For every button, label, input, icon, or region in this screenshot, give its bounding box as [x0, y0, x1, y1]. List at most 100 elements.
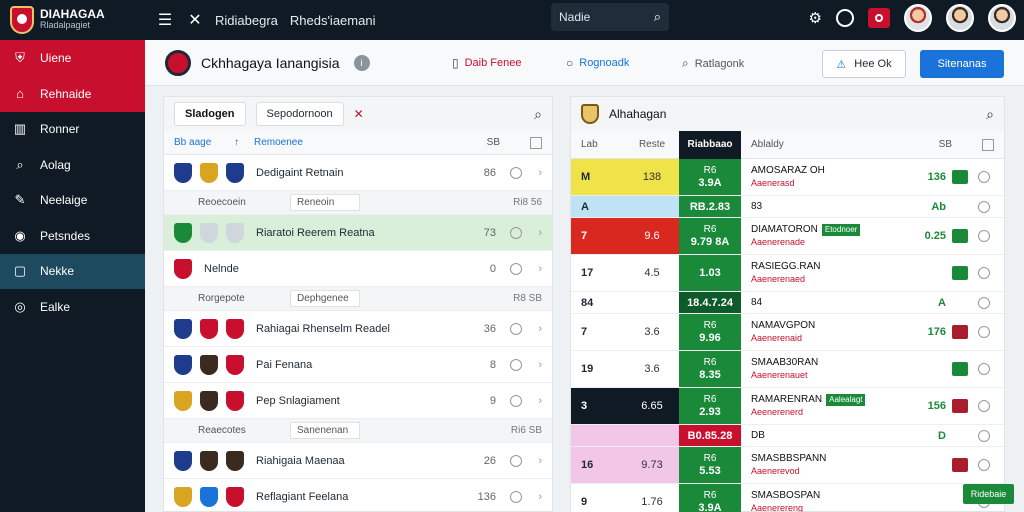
record-button[interactable] [868, 8, 890, 28]
odds-cell[interactable]: 1.03 [679, 255, 741, 291]
radio-icon[interactable] [978, 363, 990, 375]
chevron-right-icon[interactable]: › [538, 454, 542, 467]
header-link-0[interactable]: ▯ Daib Fenee [452, 56, 521, 70]
column-header[interactable]: Ablaldy [751, 139, 784, 150]
radio-icon[interactable] [978, 429, 990, 442]
radio-icon[interactable] [510, 490, 522, 503]
radio-icon[interactable] [978, 230, 990, 242]
table-row[interactable]: 17 4.5 1.03 RASIEGG.RAN Aaenerenaed [571, 255, 1004, 292]
topbar-search[interactable]: ⌕ [551, 3, 669, 31]
table-row[interactable]: 3 6.65 R6 2.93 RAMARENRAN Aalealagt Aeenerener… [571, 388, 1004, 425]
sidebar-item-4[interactable]: ✎ Neelaige [0, 183, 145, 219]
odds-cell[interactable]: R6 5.53 [679, 447, 741, 483]
radio-icon[interactable] [978, 171, 990, 183]
odds-cell[interactable]: R6 3.9A [679, 484, 741, 512]
column-header[interactable]: SB [938, 139, 952, 150]
column-header[interactable]: Remoenee [254, 137, 303, 148]
radio-icon[interactable] [510, 262, 522, 275]
chevron-right-icon[interactable]: › [538, 226, 542, 239]
avatar[interactable] [988, 4, 1016, 32]
sidebar-item-6[interactable]: ▢ Nekke [0, 253, 145, 289]
close-icon[interactable]: ✕ [188, 12, 202, 29]
tab-other[interactable]: Sepodornoon [255, 102, 344, 126]
sidebar-item-1[interactable]: ⌂ Rehnaide [0, 76, 145, 112]
table-row[interactable]: Dedigaint Retnain 86 › [164, 155, 552, 191]
table-row[interactable]: 84 18.4.7.24 84 A [571, 292, 1004, 314]
brand[interactable]: DIAHAGAA Rladalpagiet [0, 0, 145, 40]
search-icon[interactable]: ⌕ [534, 105, 542, 122]
table-row[interactable]: 9 1.76 R6 3.9A SMASBOSPAN Aaenerereng [571, 484, 1004, 512]
sidebar-item-0[interactable]: ⛨ Uiene [0, 40, 145, 76]
select-all-checkbox[interactable] [530, 136, 542, 149]
info-icon[interactable]: i [353, 54, 370, 71]
radio-icon[interactable] [510, 394, 522, 407]
chevron-right-icon[interactable]: › [538, 394, 542, 407]
chevron-right-icon[interactable]: › [538, 490, 542, 503]
table-row[interactable]: B0.85.28 DB D [571, 425, 1004, 447]
sort-icon[interactable]: ↑ [234, 137, 239, 148]
odds-cell[interactable]: B0.85.28 [679, 425, 741, 446]
table-row[interactable]: Rahiagai Rhenselm Readel 36 › [164, 311, 552, 347]
chevron-right-icon[interactable]: › [538, 322, 542, 335]
header-link-1[interactable]: ○ Rognoadk [566, 56, 629, 70]
search-input[interactable] [559, 10, 639, 24]
odds-cell[interactable]: R6 8.35 [679, 351, 741, 387]
sidebar-item-7[interactable]: ◎ Ealke [0, 289, 145, 325]
radio-icon[interactable] [978, 200, 990, 213]
odds-cell[interactable]: R6 9.79 8A [679, 218, 741, 254]
primary-button[interactable]: Sitenanas [920, 50, 1004, 78]
table-row[interactable]: 7 3.6 R6 9.96 NAMAVGPON Aaenerenaid 176 [571, 314, 1004, 351]
close-icon[interactable]: ✕ [353, 107, 364, 121]
column-header[interactable]: Riabbaao [679, 130, 741, 159]
table-row[interactable]: Nelnde 0 › [164, 251, 552, 287]
odds-cell[interactable]: RB.2.83 [679, 196, 741, 217]
column-header[interactable]: Bb aage [174, 137, 212, 148]
settings-gear-icon[interactable]: ⚙ [808, 10, 822, 27]
column-header[interactable]: Reste [638, 139, 666, 150]
avatar[interactable] [904, 4, 932, 32]
radio-icon[interactable] [978, 296, 990, 309]
group-filter[interactable]: Dephgenee [290, 290, 360, 307]
odds-cell[interactable]: 18.4.7.24 [679, 292, 741, 313]
radio-icon[interactable] [510, 166, 522, 179]
radio-icon[interactable] [978, 326, 990, 338]
search-icon[interactable]: ⌕ [653, 9, 661, 24]
ok-button[interactable]: ⚠ Hee Ok [822, 50, 906, 78]
avatar[interactable] [946, 4, 974, 32]
group-row[interactable]: Reoecoein Reneoin Ri8 56 [164, 191, 552, 215]
odds-cell[interactable]: R6 9.96 [679, 314, 741, 350]
odds-cell[interactable]: R6 2.93 [679, 388, 741, 424]
chevron-right-icon[interactable]: › [538, 358, 542, 371]
group-row[interactable]: Rorgepote Dephgenee R8 SB [164, 287, 552, 311]
table-row[interactable]: Pai Fenana 8 › [164, 347, 552, 383]
chevron-right-icon[interactable]: › [538, 166, 542, 179]
table-row[interactable]: Riaratoi Reerem Reatna 73 › [164, 215, 552, 251]
column-header[interactable]: Lab [581, 139, 598, 150]
radio-icon[interactable] [978, 459, 990, 471]
clock-icon[interactable] [836, 9, 854, 27]
chevron-right-icon[interactable]: › [538, 262, 542, 275]
radio-icon[interactable] [978, 267, 990, 279]
table-row[interactable]: 7 9.6 R6 9.79 8A DIAMATORON Etodnoer Aaenerena… [571, 218, 1004, 255]
group-filter[interactable]: Reneoin [290, 194, 360, 211]
table-row[interactable]: 16 9.73 R6 5.53 SMASBBSPANN Aaenerevod [571, 447, 1004, 484]
radio-icon[interactable] [510, 454, 522, 467]
hamburger-menu-icon[interactable]: ☰ [157, 12, 173, 29]
table-row[interactable]: Pep Snlagiament 9 › [164, 383, 552, 419]
column-header[interactable]: SB [486, 137, 500, 148]
group-row[interactable]: Reaecotes Sanenenan Ri6 SB [164, 419, 552, 443]
sidebar-item-5[interactable]: ◉ Petsndes [0, 218, 145, 254]
group-filter[interactable]: Sanenenan [290, 422, 360, 439]
table-row[interactable]: M 138 R6 3.9A AMOSARAZ OH Aaenerasd 136 [571, 159, 1004, 196]
table-row[interactable]: Riahigaia Maenaa 26 › [164, 443, 552, 479]
select-all-checkbox[interactable] [982, 138, 994, 151]
radio-icon[interactable] [510, 322, 522, 335]
table-row[interactable]: 19 3.6 R6 8.35 SMAAB30RAN Aaenerenauet [571, 351, 1004, 388]
sidebar-item-3[interactable]: ⌕ Aolag [0, 147, 145, 183]
tab-active[interactable]: Sladogen [174, 102, 246, 126]
odds-cell[interactable]: R6 3.9A [679, 159, 741, 195]
live-button[interactable]: Ridebaie [963, 484, 1014, 504]
sidebar-item-2[interactable]: ▥ Ronner [0, 112, 145, 148]
search-icon[interactable]: ⌕ [986, 105, 994, 122]
radio-icon[interactable] [510, 358, 522, 371]
